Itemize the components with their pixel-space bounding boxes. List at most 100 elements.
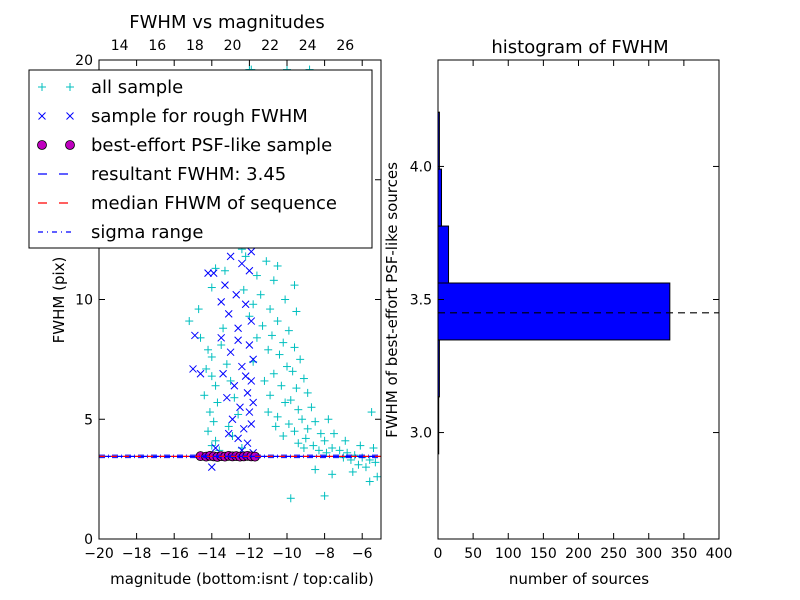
- all-sample-point: [264, 345, 273, 354]
- all-sample-point: [292, 307, 301, 316]
- scatter-x-label: magnitude (bottom:isnt / top:calib): [110, 570, 374, 588]
- legend-entry: sample for rough FWHM: [38, 106, 308, 127]
- all-sample-point: [256, 290, 265, 299]
- scatter-top-ticks: 14 16 18 20 22 24 26: [111, 38, 355, 54]
- all-sample-point: [239, 285, 248, 294]
- rough-sample-point: [224, 429, 233, 438]
- rough-sample-point: [234, 434, 242, 443]
- rough-sample-point: [241, 300, 250, 309]
- rough-sample-point: [204, 269, 212, 278]
- all-sample-point: [241, 252, 250, 261]
- rough-sample-point: [245, 408, 254, 416]
- all-sample-point: [324, 415, 333, 424]
- histogram-y-ticks: 3.0 3.5 4.0: [410, 159, 719, 442]
- legend-label: resultant FWHM: 3.45: [91, 164, 286, 185]
- x-tick-label: 100: [495, 546, 522, 562]
- all-sample-point: [230, 393, 239, 402]
- all-sample-point: [286, 396, 295, 405]
- all-sample-point: [288, 367, 297, 376]
- rough-sample-point: [236, 403, 244, 412]
- all-sample-point: [320, 491, 329, 500]
- scatter-x-ticks: −20 −18 −16 −14 −12 −10 −8 −6: [84, 60, 373, 562]
- rough-sample-point: [209, 269, 218, 278]
- all-sample-point: [205, 408, 214, 417]
- all-sample-point: [207, 352, 216, 361]
- all-sample-point: [207, 283, 216, 292]
- all-sample-point: [301, 434, 310, 443]
- all-sample-point: [269, 369, 278, 378]
- rough-sample-point: [245, 266, 254, 275]
- rough-sample-point: [241, 372, 250, 380]
- all-sample-point: [273, 317, 282, 326]
- all-sample-point: [275, 350, 284, 359]
- all-sample-point: [211, 436, 220, 445]
- all-sample-point: [204, 345, 213, 354]
- rough-sample-point: [224, 310, 233, 318]
- legend-entry: sigma range: [38, 222, 203, 243]
- rough-sample-point: [222, 393, 231, 402]
- all-sample-point: [207, 372, 216, 381]
- rough-sample-point: [221, 281, 229, 289]
- legend-label: best-effort PSF-like sample: [91, 135, 332, 156]
- x-tick-label: 250: [600, 546, 627, 562]
- all-sample-point: [266, 305, 275, 314]
- rough-sample-point: [249, 398, 258, 407]
- rough-sample-point: [219, 369, 227, 378]
- all-sample-point: [211, 381, 220, 390]
- all-sample-point: [234, 410, 243, 419]
- top-tick-label: 14: [111, 38, 129, 54]
- top-tick-label: 26: [336, 38, 354, 54]
- histogram-chart: 0 50 100 150 200 250 300 350 400 3.0 3.5 4.0 histo…: [383, 37, 732, 588]
- all-sample-point: [252, 271, 261, 280]
- all-sample-point: [367, 408, 376, 417]
- all-sample-point: [279, 432, 288, 441]
- all-sample-point: [371, 458, 380, 467]
- all-sample-point: [322, 448, 331, 457]
- all-sample-point: [328, 470, 337, 479]
- y-tick-label: 10: [75, 293, 93, 309]
- all-sample-point: [194, 305, 203, 314]
- all-sample-point: [185, 317, 194, 326]
- legend-entry: best-effort PSF-like sample: [37, 135, 332, 156]
- x-tick-label: 350: [671, 546, 698, 562]
- all-sample-point: [260, 376, 269, 385]
- x-tick-label: 0: [434, 546, 443, 562]
- rough-sample-point: [247, 377, 256, 385]
- all-sample-point: [283, 362, 291, 371]
- y-tick-label: 0: [84, 532, 93, 548]
- all-sample-point: [311, 417, 320, 426]
- histogram-x-label: number of sources: [509, 570, 649, 588]
- all-sample-point: [294, 439, 303, 448]
- rough-sample-point: [217, 333, 226, 342]
- all-sample-point: [222, 360, 231, 369]
- x-tick-label: −14: [197, 546, 227, 562]
- rough-sample-point: [232, 290, 241, 299]
- all-sample-point: [303, 424, 312, 433]
- histogram-bars: [437, 111, 671, 455]
- rough-sample-point: [230, 381, 239, 390]
- rough-sample-point: [243, 389, 252, 397]
- histogram-x-ticks: 0 50 100 150 200 250 300 350 400: [434, 60, 732, 562]
- all-sample-point: [365, 477, 374, 486]
- all-sample-point: [341, 436, 350, 445]
- all-sample-point: [219, 324, 228, 333]
- all-sample-point: [294, 405, 303, 414]
- y-tick-label: 5: [84, 412, 93, 428]
- all-sample-point: [307, 403, 316, 412]
- all-sample-point: [328, 443, 337, 452]
- all-sample-point: [290, 343, 299, 352]
- all-sample-point: [279, 338, 288, 347]
- y-tick-label: 20: [75, 53, 93, 69]
- rough-sample-point: [247, 420, 256, 428]
- rough-sample-point: [249, 355, 258, 364]
- all-sample-point: [299, 374, 308, 383]
- rough-sample-point: [226, 348, 235, 357]
- top-tick-label: 20: [224, 38, 242, 54]
- all-sample-point: [299, 443, 308, 452]
- all-sample-point: [316, 429, 325, 438]
- all-sample-point: [348, 467, 357, 476]
- all-sample-point: [284, 326, 293, 335]
- scatter-title: FWHM vs magnitudes: [129, 12, 324, 33]
- x-tick-label: 50: [464, 546, 482, 562]
- rough-sample-point: [239, 424, 248, 433]
